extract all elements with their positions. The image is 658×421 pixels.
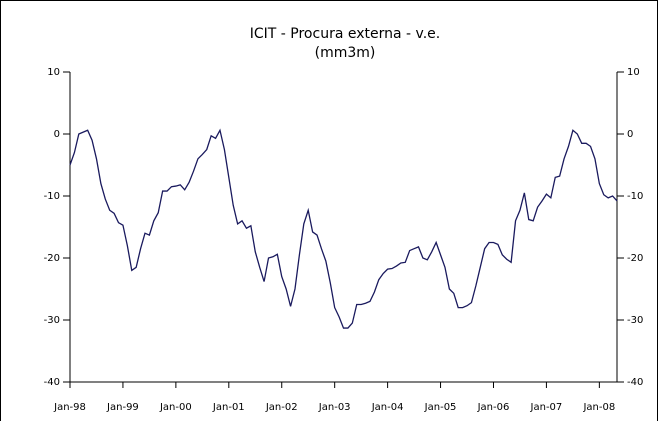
x-tick-label: Jan-05 — [424, 402, 457, 413]
y2-tick-label: -40 — [627, 377, 643, 388]
y2-tick-label: -20 — [627, 253, 643, 264]
x-tick-label: Jan-02 — [265, 402, 298, 413]
y-tick-label: -10 — [44, 191, 60, 202]
x-tick-label: Jan-00 — [159, 402, 192, 413]
x-tick-label: Jan-98 — [53, 402, 86, 413]
x-tick-label: Jan-06 — [477, 402, 510, 413]
x-tick-label: Jan-99 — [106, 402, 139, 413]
y-tick-label: 10 — [47, 67, 60, 78]
data-line — [69, 128, 618, 329]
chart-subtitle: (mm3m) — [315, 45, 376, 61]
y-tick-label: -20 — [44, 253, 60, 264]
x-tick-label: Jan-07 — [530, 402, 563, 413]
y2-tick-label: -10 — [627, 191, 643, 202]
y-tick-label: -40 — [44, 377, 60, 388]
y2-tick-label: -30 — [627, 315, 643, 326]
x-tick-label: Jan-01 — [212, 402, 245, 413]
y2-tick-label: 10 — [627, 67, 640, 78]
y2-tick-label: 0 — [627, 129, 633, 140]
chart-title: ICIT - Procura externa - v.e. — [250, 26, 440, 42]
x-tick-label: Jan-04 — [371, 402, 404, 413]
y-tick-label: -30 — [44, 315, 60, 326]
y-tick-label: 0 — [54, 129, 60, 140]
x-tick-label: Jan-08 — [582, 402, 615, 413]
x-tick-label: Jan-03 — [318, 402, 351, 413]
